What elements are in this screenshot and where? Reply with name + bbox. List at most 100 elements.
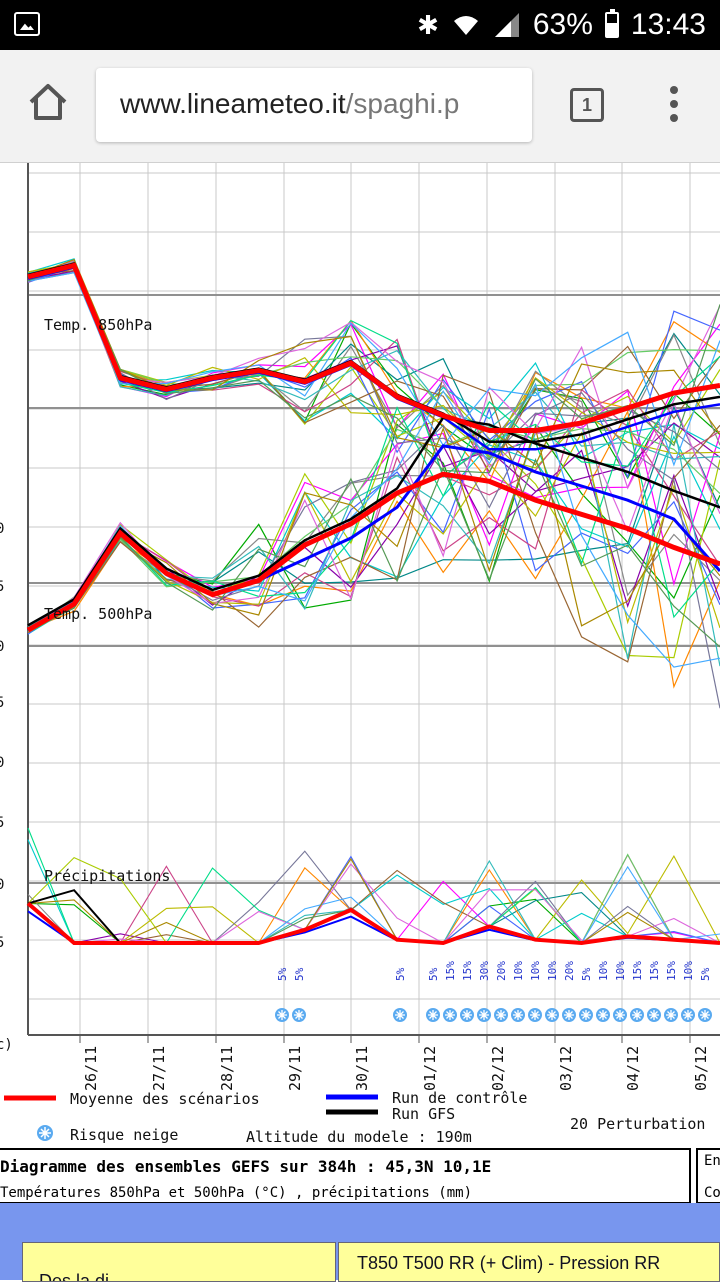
info-right-bottom: Co	[704, 1185, 720, 1201]
snow-risk-label: 5%	[293, 967, 306, 981]
snow-risk-label: 10%	[512, 961, 525, 981]
gallery-icon	[14, 12, 40, 36]
snow-risk-label: 5%	[394, 967, 407, 981]
snowflake-icon	[596, 1008, 610, 1022]
gfs-line-500	[27, 416, 720, 627]
perturbation-850	[27, 264, 720, 474]
snowflake-icon	[647, 1008, 661, 1022]
mean-line-precip	[26, 901, 720, 946]
snowflake-icon	[528, 1008, 542, 1022]
left-tick-label: 5	[0, 695, 4, 711]
perturbation-850	[27, 261, 720, 496]
footer-band: Des la di T850 T500 RR (+ Clim) - Pressi…	[0, 1203, 720, 1282]
signal-icon	[494, 13, 519, 37]
left-tick-label: 0	[0, 521, 4, 537]
snow-risk-label: 5%	[276, 967, 289, 981]
altitude-label: Altitude du modele : 190m	[246, 1128, 472, 1146]
snow-risk-label: 10%	[682, 961, 695, 981]
mean-line-850	[27, 262, 720, 433]
snow-risk-label: 15%	[648, 961, 661, 981]
date-label: 04/12	[624, 1046, 642, 1091]
url-path: /spaghi.p	[345, 88, 460, 119]
perturbation-850	[27, 271, 720, 458]
left-tick-label: 5	[0, 935, 4, 951]
legend-snow-label: Risque neige	[70, 1126, 178, 1144]
date-label: 05/12	[692, 1046, 710, 1091]
perturbation-500	[27, 388, 720, 631]
date-label: 30/11	[353, 1046, 371, 1091]
snowflake-icon	[443, 1008, 457, 1022]
snow-risk-label: 20%	[495, 961, 508, 981]
snowflake-icon	[511, 1008, 525, 1022]
info-box: Diagramme des ensembles GEFS sur 384h : …	[0, 1148, 720, 1203]
chart-legend: Moyenne des scénarios Run de contrôle Ru…	[4, 1089, 705, 1146]
perturbation-500	[27, 426, 720, 632]
snow-risk-label: 15%	[631, 961, 644, 981]
bluetooth-icon: ✱	[417, 9, 439, 40]
footer-left-cell[interactable]: Des la di	[22, 1242, 336, 1282]
url-bar[interactable]: www.lineameteo.it/spaghi.p	[96, 68, 532, 142]
overflow-menu-icon[interactable]	[664, 86, 684, 126]
footer-right-cell[interactable]: T850 T500 RR (+ Clim) - Pression RR	[338, 1242, 720, 1282]
home-icon[interactable]	[26, 80, 70, 124]
snowflake-icon	[426, 1008, 440, 1022]
info-right-top: En	[704, 1153, 720, 1169]
date-label: 27/11	[150, 1046, 168, 1091]
snowflake-icon	[579, 1008, 593, 1022]
snow-risk-row: 5% 5% 5% 5% 15% 15% 30% 20% 10% 10% 10% 20% 5% 10% 10%…	[275, 961, 712, 1022]
perturbation-850	[27, 270, 720, 492]
snowflake-icon	[613, 1008, 627, 1022]
perturbation-850	[27, 271, 720, 471]
wifi-icon	[453, 16, 478, 35]
snow-risk-label: 10%	[614, 961, 627, 981]
left-tick-label: 0	[0, 755, 4, 771]
snowflake-icon	[460, 1008, 474, 1022]
snowflake-icon	[664, 1008, 678, 1022]
main-series	[26, 262, 720, 946]
snowflake-icon	[494, 1008, 508, 1022]
perturbation-850	[27, 265, 720, 479]
tab-switcher-button[interactable]: 1	[570, 88, 604, 122]
legend-snow-icon	[37, 1125, 53, 1141]
left-tick-label: 0	[0, 639, 4, 655]
info-subtitle: Températures 850hPa et 500hPa (°C) , pré…	[0, 1185, 472, 1201]
legend-gfs-label: Run GFS	[392, 1105, 455, 1123]
snow-risk-label: 30%	[478, 961, 491, 981]
left-tick-label: 5	[0, 815, 4, 831]
perturbation-850	[27, 258, 720, 466]
mean-line-500	[26, 471, 720, 633]
snowflake-icon	[630, 1008, 644, 1022]
battery-percent: 63%	[532, 8, 593, 41]
snow-risk-label: 15%	[444, 961, 457, 981]
perturbation-precip	[27, 857, 720, 944]
perturbation-850	[27, 267, 720, 483]
legend-control-label: Run de contrôle	[392, 1089, 527, 1107]
snow-risk-label: 5%	[427, 967, 440, 981]
clock: 13:43	[630, 8, 706, 41]
snow-risk-label: 20%	[563, 961, 576, 981]
snow-risk-label: 15%	[665, 961, 678, 981]
t500-panel-label: Temp. 500hPa	[44, 605, 152, 623]
snowflake-icon	[477, 1008, 491, 1022]
perturbation-500	[27, 391, 720, 659]
footer-right-text: T850 T500 RR (+ Clim) - Pression RR	[357, 1253, 661, 1273]
perturbation-850	[27, 259, 720, 478]
left-axis-ticks: 0 5 0 5 0 5 0 5 c)	[0, 521, 13, 1053]
date-label: 03/12	[557, 1046, 575, 1091]
snow-risk-label: 5%	[699, 967, 712, 981]
perturbations-label: 20 Perturbation	[570, 1115, 705, 1133]
snow-risk-label: 5%	[580, 967, 593, 981]
snow-risk-label: 10%	[597, 961, 610, 981]
snow-risk-label: 15%	[461, 961, 474, 981]
date-label: 28/11	[218, 1046, 236, 1091]
precip-panel-label: Précipitations	[44, 867, 170, 885]
legend-mean-label: Moyenne des scénarios	[70, 1090, 260, 1108]
perturbation-lines	[27, 258, 720, 944]
date-label: 26/11	[82, 1046, 100, 1091]
date-label: 29/11	[286, 1046, 304, 1091]
snowflake-icon	[393, 1008, 407, 1022]
left-tick-label: 0	[0, 877, 4, 893]
perturbation-500	[27, 458, 720, 648]
snow-risk-label: 10%	[546, 961, 559, 981]
chart-grid	[27, 163, 720, 1036]
